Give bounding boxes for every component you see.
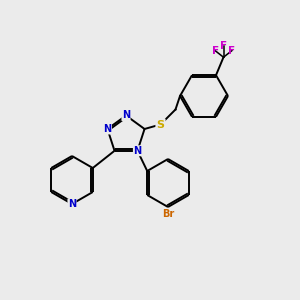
Text: N: N <box>134 146 142 156</box>
Text: N: N <box>122 110 130 121</box>
Text: F: F <box>220 41 227 51</box>
Text: F: F <box>212 46 219 56</box>
Text: F: F <box>228 46 236 56</box>
Text: N: N <box>103 124 112 134</box>
Text: N: N <box>68 199 76 209</box>
Text: S: S <box>157 119 164 130</box>
Text: Br: Br <box>162 209 174 219</box>
